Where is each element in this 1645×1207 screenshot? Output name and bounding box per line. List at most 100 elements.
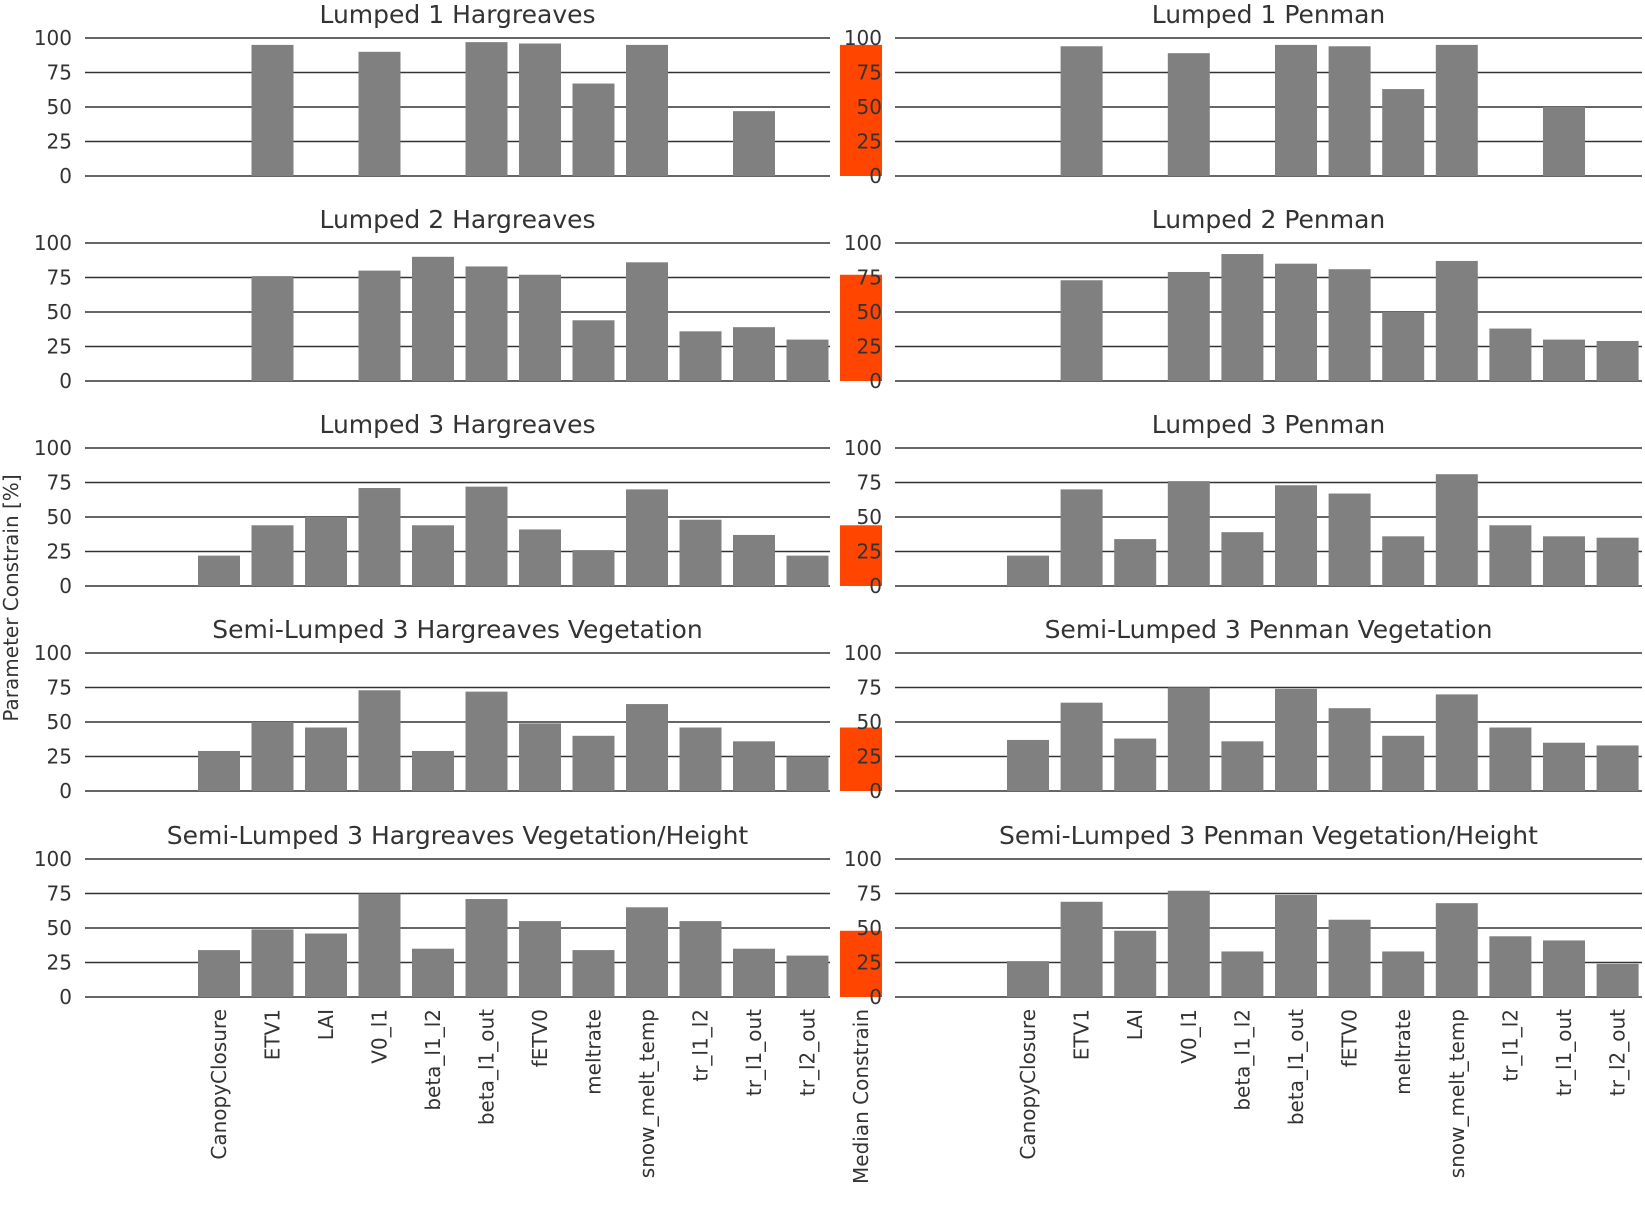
x-tick-label: meltrate: [1391, 1009, 1415, 1095]
bar: [1114, 539, 1157, 586]
bar: [251, 929, 294, 997]
y-tick-label: 75: [47, 471, 72, 495]
y-tick-label: 25: [47, 335, 72, 359]
bar: [251, 722, 294, 791]
bar: [519, 723, 561, 791]
x-tick-label: CanopyClosure: [207, 1009, 231, 1160]
bar: [1382, 536, 1425, 586]
y-axis-label: Parameter Constrain [%]: [0, 474, 23, 721]
bar: [305, 517, 347, 586]
bar: [198, 750, 240, 791]
bar: [572, 735, 615, 791]
bar: [1275, 688, 1317, 791]
bar: [1435, 44, 1478, 177]
bar: [519, 274, 561, 381]
bar-median: [840, 525, 882, 586]
chart-panel: Semi-Lumped 3 Penman Vegetation 0 25 50 75 10…: [844, 615, 1642, 803]
bar: [1167, 890, 1210, 997]
y-tick-label: 25: [857, 130, 882, 154]
bar: [519, 43, 561, 176]
y-tick-label: 100: [844, 231, 882, 255]
bar: [1543, 940, 1585, 997]
bar: [1221, 532, 1264, 586]
x-tick-label: fETV0: [528, 1009, 552, 1067]
chart-panel: Semi-Lumped 3 Hargreaves Vegetation 0 25 50…: [34, 615, 882, 803]
chart-panel: Semi-Lumped 3 Penman Vegetation/Height 0 2…: [844, 821, 1642, 1178]
x-tick-label: ETV1: [261, 1009, 285, 1060]
bar: [412, 256, 454, 381]
y-tick-label: 25: [47, 540, 72, 564]
bar: [358, 51, 401, 176]
bar: [1489, 727, 1532, 791]
y-tick-label: 25: [47, 130, 72, 154]
bar: [1275, 485, 1317, 586]
bar-median: [840, 44, 882, 177]
panel-title: Lumped 2 Penman: [1152, 205, 1386, 234]
bar: [572, 83, 615, 176]
y-tick-label: 0: [59, 369, 72, 393]
bar: [465, 486, 508, 586]
y-tick-label: 100: [34, 436, 72, 460]
y-tick-label: 100: [844, 436, 882, 460]
bar: [1221, 951, 1264, 997]
panel-title: Lumped 1 Penman: [1152, 0, 1386, 29]
x-tick-label: fETV0: [1338, 1009, 1362, 1067]
bar: [1007, 739, 1049, 791]
y-tick-label: 75: [47, 676, 72, 700]
y-tick-label: 25: [47, 951, 72, 975]
y-tick-label: 0: [869, 164, 882, 188]
chart-panel: Lumped 2 Hargreaves 0 25 50 75 100: [34, 205, 882, 393]
panel-title: Lumped 1 Hargreaves: [319, 0, 595, 29]
panel-title: Lumped 2 Hargreaves: [319, 205, 595, 234]
bar: [1382, 735, 1425, 791]
bar: [1489, 525, 1532, 586]
x-tick-label: V0_l1: [368, 1009, 392, 1064]
bar: [519, 921, 561, 997]
bar: [1221, 254, 1264, 381]
bar: [1114, 738, 1157, 791]
bar: [465, 42, 508, 176]
bar: [465, 266, 508, 381]
x-tick-label: beta_l1_l2: [421, 1009, 445, 1111]
x-tick-label: LAI: [314, 1009, 338, 1040]
bar: [412, 750, 454, 791]
bar: [198, 950, 240, 997]
bar: [1596, 340, 1639, 381]
bar-median: [840, 930, 882, 997]
bar: [786, 756, 829, 791]
bar: [465, 691, 508, 791]
bar: [1543, 742, 1585, 791]
bar: [1167, 53, 1210, 176]
x-tick-label: ETV1: [1070, 1009, 1094, 1060]
y-tick-label: 0: [59, 779, 72, 803]
bar: [1007, 555, 1049, 586]
bar: [626, 907, 668, 997]
bar: [1328, 493, 1371, 586]
bar: [1275, 894, 1317, 997]
bar: [1060, 46, 1103, 176]
bar: [358, 690, 401, 791]
y-tick-label: 0: [59, 164, 72, 188]
bar: [465, 899, 508, 997]
y-tick-label: 75: [857, 471, 882, 495]
bar: [1328, 919, 1371, 997]
x-tick-label: tr_l1_l2: [689, 1009, 713, 1082]
bar: [733, 534, 775, 586]
bar: [358, 893, 401, 997]
panel-title: Lumped 3 Penman: [1152, 410, 1386, 439]
bar: [1489, 936, 1532, 997]
y-tick-label: 25: [857, 335, 882, 359]
bar: [786, 955, 829, 997]
bar: [358, 488, 401, 586]
x-tick-label: tr_l2_out: [1606, 1009, 1630, 1096]
panel-title: Semi-Lumped 3 Hargreaves Vegetation: [212, 615, 702, 644]
bar: [1489, 328, 1532, 381]
bar: [1382, 312, 1425, 381]
bar: [679, 519, 722, 586]
bar: [1275, 263, 1317, 381]
x-tick-label: tr_l1_out: [1552, 1009, 1576, 1096]
bar: [1060, 489, 1103, 586]
y-tick-label: 25: [47, 745, 72, 769]
bar: [733, 327, 775, 381]
x-tick-label: tr_l2_out: [796, 1009, 820, 1096]
